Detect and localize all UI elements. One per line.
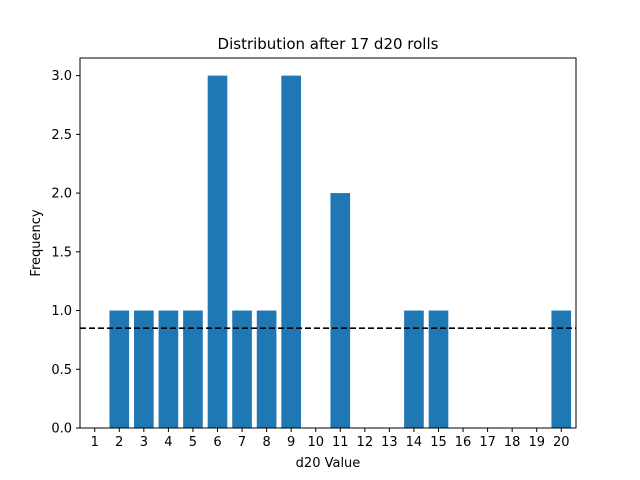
- bar-3: [134, 310, 154, 428]
- x-tick-label: 12: [357, 435, 374, 450]
- y-tick-label: 1.0: [51, 304, 72, 319]
- x-tick-label: 19: [528, 435, 545, 450]
- x-tick-label: 16: [455, 435, 472, 450]
- x-tick-label: 15: [430, 435, 447, 450]
- bar-11: [330, 193, 351, 428]
- bar-14: [404, 310, 424, 428]
- y-tick-label: 0.5: [51, 363, 72, 378]
- bars-group: [109, 75, 572, 428]
- x-tick-label: 17: [479, 435, 496, 450]
- bar-5: [183, 310, 203, 428]
- bar-9: [281, 75, 301, 428]
- bar-20: [551, 310, 572, 428]
- x-tick-label: 8: [262, 435, 270, 450]
- bar-4: [158, 310, 179, 428]
- y-ticks: 0.0 0.5 1.0 1.5 2.0 2.5 3.0: [51, 69, 80, 437]
- x-tick-label: 5: [189, 435, 197, 450]
- x-tick-label: 10: [307, 435, 324, 450]
- bar-8: [256, 310, 277, 428]
- x-tick-label: 9: [287, 435, 295, 450]
- x-tick-label: 6: [213, 435, 221, 450]
- y-tick-label: 3.0: [51, 69, 72, 84]
- bar-7: [232, 310, 252, 428]
- x-tick-label: 1: [91, 435, 99, 450]
- x-tick-label: 3: [140, 435, 148, 450]
- x-tick-label: 7: [238, 435, 246, 450]
- x-tick-label: 14: [406, 435, 423, 450]
- y-tick-label: 1.5: [51, 245, 72, 260]
- y-axis-label: Frequency: [29, 209, 44, 276]
- x-tick-label: 20: [553, 435, 570, 450]
- x-tick-label: 2: [115, 435, 123, 450]
- y-tick-label: 0.0: [51, 422, 72, 437]
- x-tick-label: 18: [504, 435, 521, 450]
- plot-frame: [79, 57, 577, 429]
- x-tick-label: 4: [164, 435, 172, 450]
- chart-title: Distribution after 17 d20 rolls: [218, 35, 439, 53]
- bar-15: [428, 310, 449, 428]
- bar-2: [109, 310, 130, 428]
- x-tick-label: 11: [332, 435, 349, 450]
- bar-6: [207, 75, 228, 428]
- x-ticks: 1 2 3 4 5 6 7 8 9 10 11 12 13 14 15 16 17 18 19 20: [91, 428, 570, 450]
- x-tick-label: 13: [381, 435, 398, 450]
- y-tick-label: 2.0: [51, 187, 72, 202]
- y-tick-label: 2.5: [51, 128, 72, 143]
- x-axis-label: d20 Value: [296, 456, 361, 471]
